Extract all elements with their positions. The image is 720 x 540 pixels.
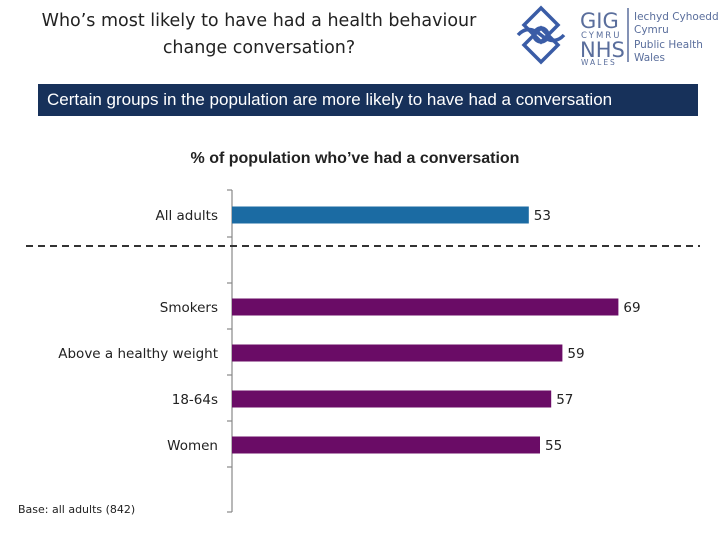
- bar-18-64s: [232, 390, 552, 408]
- data-label: 53: [534, 208, 551, 224]
- data-label: 57: [556, 392, 573, 408]
- bar-women: [232, 436, 540, 454]
- page-title: Who’s most likely to have had a health b…: [41, 11, 477, 58]
- celtic-knot-icon: [516, 5, 566, 65]
- logo-org-welsh-1: Iechyd Cyhoeddus: [634, 11, 718, 23]
- category-label: All adults: [155, 208, 218, 224]
- category-label: Above a healthy weight: [58, 346, 218, 362]
- chart-title: % of population who’ve had a conversatio…: [190, 150, 520, 167]
- category-label: 18-64s: [172, 392, 218, 408]
- logo-nhs: NHS: [580, 38, 625, 62]
- data-label: 55: [545, 438, 562, 454]
- headline-banner: Certain groups in the population are mor…: [38, 84, 698, 116]
- logo-org-english-2: Wales: [634, 52, 665, 64]
- base-note: Base: all adults (842): [18, 503, 136, 516]
- logo-wales: WALES: [581, 58, 617, 66]
- logo-org-welsh-2: Cymru: [634, 24, 669, 36]
- category-label: Women: [167, 438, 218, 454]
- logo-org-english-1: Public Health: [634, 39, 703, 51]
- bar-smokers: [232, 298, 619, 316]
- bar-all-adults: [232, 206, 529, 224]
- public-health-wales-logo: GIG CYMRU NHS WALES Iechyd Cyhoeddus Cym…: [516, 5, 718, 66]
- category-label: Smokers: [160, 300, 218, 316]
- data-label: 69: [623, 300, 640, 316]
- logo-gig: GIG: [580, 9, 619, 33]
- data-label: 59: [567, 346, 584, 362]
- logo-cymru: CYMRU: [581, 31, 621, 41]
- bar-above-a-healthy-weight: [232, 344, 563, 362]
